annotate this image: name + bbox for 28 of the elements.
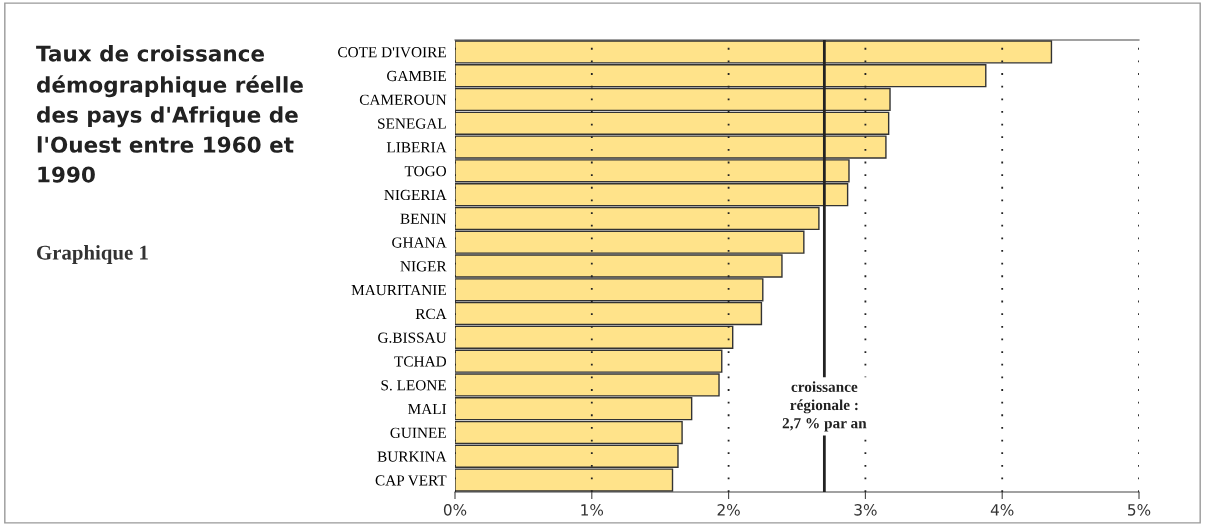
x-tick-label: 1% xyxy=(581,504,604,516)
y-tick-label: S. LEONE xyxy=(381,380,446,391)
y-tick-label: NIGER xyxy=(400,261,447,272)
y-tick-label: LIBERIA xyxy=(386,142,447,153)
y-tick-label: MALI xyxy=(408,403,447,415)
x-tick-label: 4% xyxy=(990,504,1014,516)
x-tick-label: 2% xyxy=(717,504,740,516)
y-tick-label: RCA xyxy=(415,308,447,320)
x-tick-label: 3% xyxy=(854,504,877,516)
y-tick-label: BURKINA xyxy=(377,451,447,462)
ref-line-label: croissance régionale : 2,7 % par an xyxy=(782,381,867,432)
y-tick-label: CAP VERT xyxy=(375,475,447,486)
y-tick-label: COTE D'IVOIRE xyxy=(338,47,446,58)
y-tick-label: CAMEROUN xyxy=(359,94,447,105)
x-tick-label: 5% xyxy=(1128,504,1151,516)
y-tick-label: TCHAD xyxy=(394,356,447,367)
y-tick-label: SENEGAL xyxy=(378,118,446,129)
text: Graphique 1 xyxy=(37,245,148,264)
y-tick-label: TOGO xyxy=(404,166,447,177)
y-tick-label: BENIN xyxy=(400,213,447,224)
y-tick-label: MAURITANIE xyxy=(351,285,446,296)
y-tick-label: GUINEE xyxy=(390,427,446,438)
x-tick-label: 0% xyxy=(443,504,467,516)
y-tick-label: G.BISSAU xyxy=(378,332,447,343)
y-tick-label: GAMBIE xyxy=(387,70,446,82)
y-tick-label: NIGERIA xyxy=(384,189,447,201)
y-tick-label: GHANA xyxy=(392,237,447,248)
text: Taux de croissance démographique réelle des pays d'Afrique de l'Ouest entre 1960 et 1990 xyxy=(36,45,303,183)
